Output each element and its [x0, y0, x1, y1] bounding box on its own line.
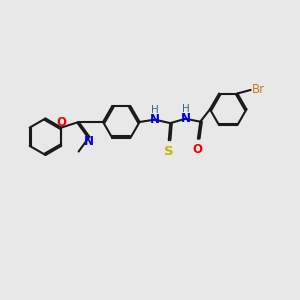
Text: O: O [192, 143, 202, 156]
Text: O: O [56, 116, 66, 129]
Text: N: N [150, 113, 160, 126]
Text: H: H [151, 105, 159, 115]
Text: N: N [181, 112, 191, 125]
Text: Br: Br [252, 83, 265, 97]
Text: S: S [164, 145, 173, 158]
Text: N: N [84, 135, 94, 148]
Text: H: H [182, 104, 190, 114]
